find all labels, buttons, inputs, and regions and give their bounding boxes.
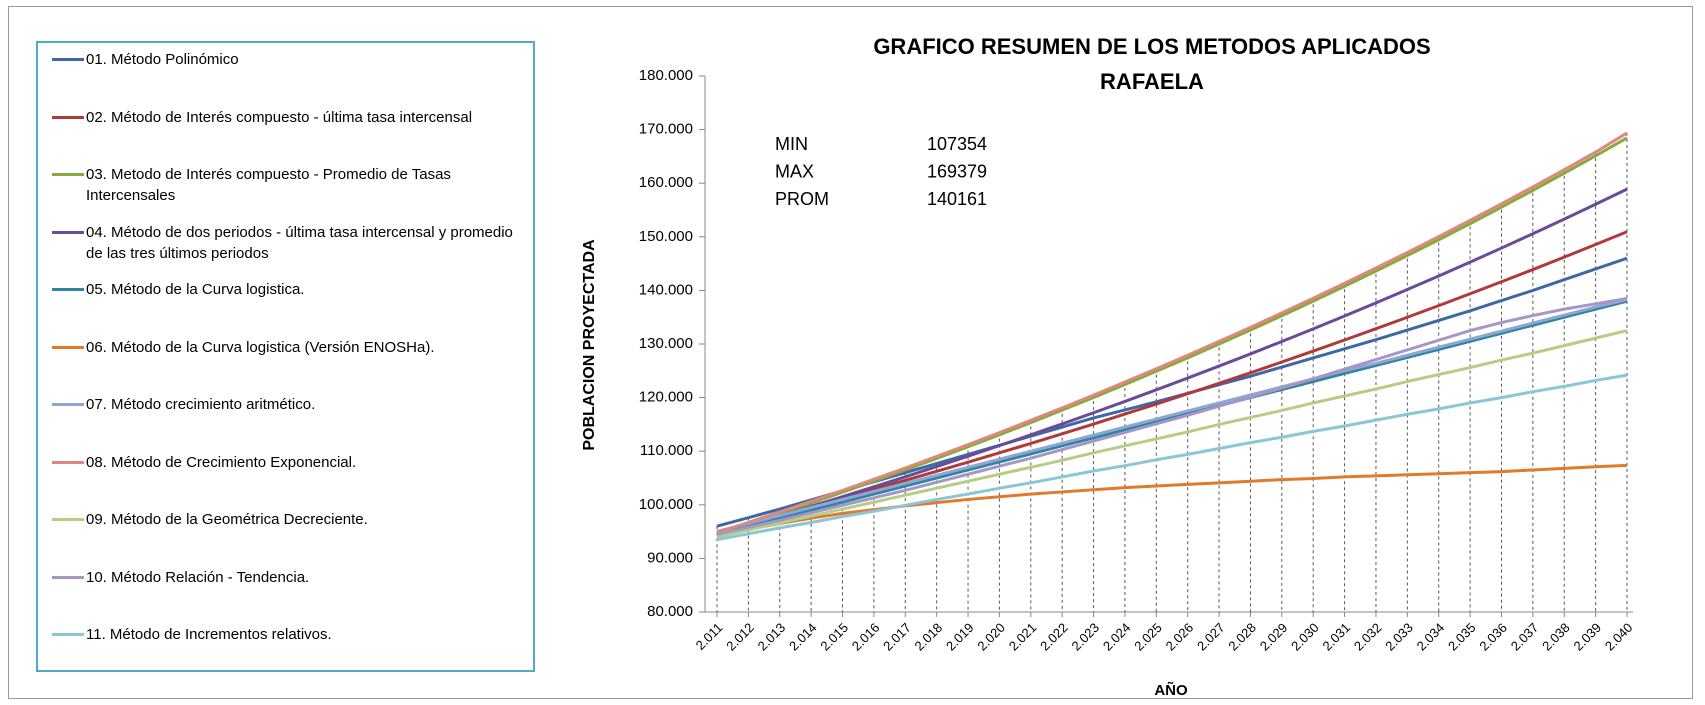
x-tick-label: 2.038 [1539, 620, 1573, 654]
legend: 01. Método Polinómico 02. Método de Inter… [36, 41, 535, 672]
legend-swatch [52, 288, 84, 291]
y-tick-label: 160.000 [639, 174, 693, 191]
legend-label: 11. Método de Incrementos relativos. [86, 626, 332, 643]
x-tick-label: 2.023 [1068, 620, 1102, 654]
series-line [716, 463, 1628, 539]
legend-swatch [52, 58, 84, 61]
legend-label: 02. Método de Interés compuesto - última… [86, 108, 473, 126]
x-tick-label: 2.012 [723, 620, 757, 654]
legend-swatch [52, 518, 84, 521]
series-line [716, 329, 1628, 539]
frame [8, 6, 1693, 699]
x-tick-label: 2.020 [974, 620, 1008, 654]
legend-item: 01. Método Polinómico [52, 49, 522, 70]
x-tick-label: 2.017 [880, 620, 914, 654]
legend-swatch [52, 173, 84, 176]
x-axis-label: AÑO [1154, 681, 1188, 699]
legend-swatch [52, 633, 84, 636]
legend-item: 08. Método de Crecimiento Exponencial. [52, 452, 522, 473]
x-tick-label: 2.031 [1320, 620, 1354, 654]
y-tick-label: 80.000 [647, 603, 693, 620]
legend-item: 09. Método de la Geométrica Decreciente. [52, 509, 522, 530]
legend-label: 04. Método de dos periodos - última tasa… [86, 223, 513, 262]
legend-swatch [52, 230, 84, 234]
series-line [716, 131, 1628, 535]
legend-item: 02. Método de Interés compuesto - última… [52, 107, 522, 128]
legend-label: 03. Metodo de Interés compuesto - Promed… [86, 166, 451, 204]
x-tick-label: 2.027 [1194, 620, 1228, 654]
x-tick-label: 2.019 [943, 620, 977, 654]
x-tick-label: 2.018 [912, 620, 946, 654]
legend-label: 06. Método de la Curva logistica (Versió… [86, 338, 435, 356]
x-tick-label: 2.024 [1100, 620, 1134, 654]
x-tick-label: 2.040 [1602, 620, 1636, 654]
legend-label: 09. Método de la Geométrica Decreciente. [86, 511, 368, 528]
legend-label: 01. Método Polinómico [86, 51, 239, 68]
x-tick-label: 2.011 [693, 620, 726, 653]
x-tick-label: 2.026 [1163, 620, 1197, 654]
y-tick-label: 150.000 [639, 228, 693, 245]
y-axis-label: POBLACION PROYECTADA [581, 239, 598, 451]
legend-item: 05. Método de la Curva logistica. [52, 279, 522, 300]
series-line [716, 299, 1628, 536]
legend-label: 05. Método de la Curva logistica. [86, 281, 305, 298]
x-tick-label: 2.030 [1288, 620, 1322, 654]
stat-value: 140161 [927, 189, 987, 209]
legend-item: 07. Método crecimiento aritmético. [52, 394, 522, 415]
y-tick-label: 170.000 [639, 121, 693, 138]
legend-item: 03. Metodo de Interés compuesto - Promed… [52, 164, 522, 206]
stat-label: MIN [775, 134, 808, 154]
legend-label: 10. Método Relación - Tendencia. [86, 568, 310, 586]
x-tick-label: 2.013 [755, 620, 789, 654]
x-tick-label: 2.032 [1351, 620, 1385, 654]
chart-title: GRAFICO RESUMEN DE LOS METODOS APLICADOS [873, 34, 1430, 59]
legend-swatch [52, 460, 84, 464]
x-tick-label: 2.035 [1445, 620, 1479, 654]
y-tick-label: 100.000 [639, 496, 693, 513]
x-tick-label: 2.015 [817, 620, 851, 654]
x-tick-label: 2.016 [849, 620, 883, 654]
x-tick-label: 2.025 [1131, 620, 1165, 654]
legend-label: 08. Método de Crecimiento Exponencial. [86, 453, 357, 471]
x-tick-label: 2.037 [1508, 620, 1542, 654]
series-line [716, 298, 1628, 534]
series-line [716, 187, 1628, 536]
legend-swatch [52, 345, 84, 349]
legend-item: 06. Método de la Curva logistica (Versió… [52, 337, 522, 358]
legend-label: 07. Método crecimiento aritmético. [86, 396, 316, 413]
x-tick-label: 2.022 [1037, 620, 1071, 654]
legend-item: 11. Método de Incrementos relativos. [52, 624, 522, 645]
legend-swatch [52, 403, 84, 406]
y-tick-label: 130.000 [639, 335, 693, 352]
x-tick-label: 2.014 [786, 620, 820, 654]
stat-label: MAX [775, 161, 814, 181]
legend-item: 10. Método Relación - Tendencia. [52, 567, 522, 588]
y-tick-label: 140.000 [639, 281, 693, 298]
legend-item: 04. Método de dos periodos - última tasa… [52, 222, 522, 264]
y-tick-label: 180.000 [639, 67, 693, 84]
x-tick-label: 2.028 [1225, 620, 1259, 654]
legend-swatch [52, 575, 84, 579]
x-tick-label: 2.033 [1382, 620, 1416, 654]
x-tick-label: 2.039 [1571, 620, 1605, 654]
series-line [716, 373, 1628, 542]
series-line [716, 230, 1628, 534]
y-tick-label: 90.000 [647, 549, 693, 566]
y-tick-label: 110.000 [640, 442, 693, 459]
x-tick-label: 2.029 [1257, 620, 1291, 654]
stat-label: PROM [775, 189, 829, 209]
x-tick-label: 2.034 [1414, 620, 1448, 654]
series-line [716, 136, 1628, 536]
y-tick-label: 120.000 [639, 389, 693, 406]
x-tick-label: 2.021 [1006, 620, 1040, 654]
stat-value: 169379 [927, 161, 987, 181]
series-line [716, 296, 1628, 536]
x-tick-label: 2.036 [1476, 620, 1510, 654]
chart-subtitle: RAFAELA [1100, 69, 1204, 94]
stat-value: 107354 [927, 134, 987, 154]
legend-swatch [52, 115, 84, 119]
